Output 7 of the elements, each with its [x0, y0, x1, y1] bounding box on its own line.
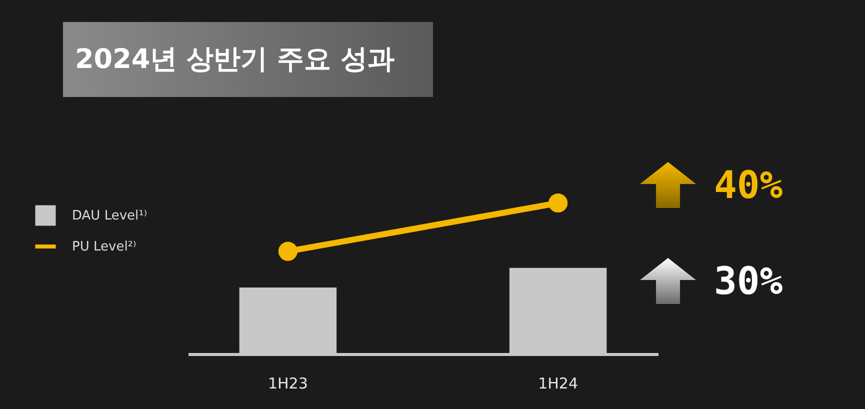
- legend-label: PU Level²⁾: [72, 240, 136, 254]
- text: 40%: [714, 163, 783, 207]
- text: 30%: [714, 259, 783, 303]
- x-tick-label: 1H24: [538, 374, 578, 392]
- legend-label: DAU Level¹⁾: [72, 208, 148, 224]
- chart-title: 2024년 상반기 주요 성과: [63, 22, 433, 97]
- x-tick-label: 1H23: [268, 374, 308, 392]
